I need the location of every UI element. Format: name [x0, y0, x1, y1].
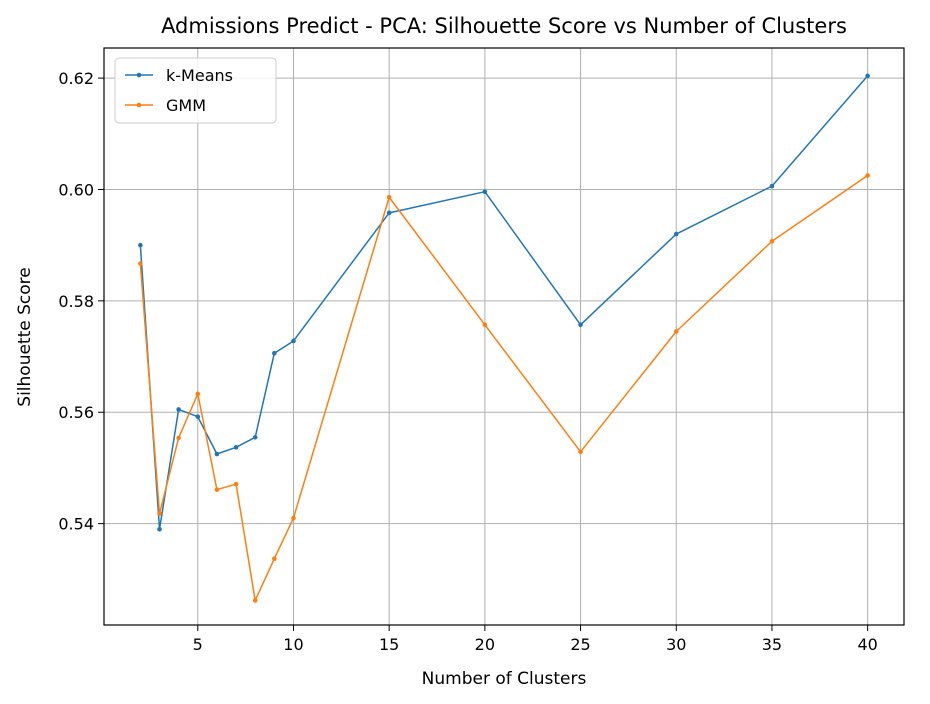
- data-point-gmm: [176, 435, 181, 441]
- y-tick-label: 0.54: [58, 515, 94, 534]
- data-point-k-means: [578, 322, 583, 328]
- data-point-k-means: [673, 231, 679, 237]
- data-point-k-means: [195, 414, 201, 420]
- x-axis-label: Number of Clusters: [422, 669, 587, 689]
- x-tick-label: 35: [762, 635, 782, 654]
- grid: [104, 48, 904, 625]
- data-point-gmm: [386, 194, 392, 200]
- legend: k-Means GMM: [114, 57, 277, 124]
- x-tick-label: 40: [857, 635, 877, 654]
- data-point-gmm: [865, 173, 870, 178]
- legend-label-gmm: GMM: [166, 96, 206, 115]
- data-point-gmm: [157, 511, 162, 516]
- data-point-gmm: [578, 449, 583, 455]
- x-tick-label: 5: [193, 635, 203, 654]
- legend-box: [114, 57, 277, 124]
- data-point-gmm: [195, 391, 201, 397]
- data-point-k-means: [769, 183, 775, 189]
- legend-marker-gmm: [136, 102, 142, 108]
- series-layer: [138, 73, 870, 603]
- data-point-gmm: [769, 238, 775, 244]
- data-point-k-means: [252, 435, 258, 440]
- y-tick-label: 0.60: [58, 180, 94, 199]
- data-point-k-means: [865, 73, 870, 79]
- data-point-k-means: [386, 210, 392, 216]
- y-tick-label: 0.56: [58, 403, 94, 422]
- data-point-gmm: [252, 598, 258, 603]
- ticks: 5 10 15 20 25 30 35 40 0.54 0.56 0.58 0.60 0.62: [58, 69, 877, 654]
- data-point-gmm: [291, 515, 296, 521]
- legend-label-kmeans: k-Means: [166, 66, 233, 85]
- y-tick-label: 0.58: [58, 292, 94, 311]
- y-axis-label: Silhouette Score: [15, 267, 35, 406]
- data-point-gmm: [482, 322, 488, 328]
- data-point-k-means: [233, 445, 239, 450]
- data-point-k-means: [272, 350, 277, 356]
- chart-title: Admissions Predict - PCA: Silhouette Sco…: [161, 14, 847, 38]
- legend-marker-kmeans: [136, 72, 142, 78]
- y-tick-label: 0.62: [58, 69, 94, 88]
- data-point-k-means: [214, 451, 220, 457]
- x-tick-label: 30: [666, 635, 686, 654]
- data-point-k-means: [157, 526, 162, 532]
- x-tick-label: 10: [283, 635, 303, 654]
- data-point-gmm: [214, 487, 220, 492]
- data-point-gmm: [673, 329, 679, 334]
- data-point-k-means: [482, 189, 488, 194]
- x-tick-label: 20: [475, 635, 495, 654]
- x-tick-label: 15: [379, 635, 399, 654]
- plot-frame: [103, 47, 905, 626]
- data-point-k-means: [138, 242, 143, 248]
- data-point-k-means: [176, 407, 181, 412]
- data-point-gmm: [272, 556, 277, 562]
- x-tick-label: 25: [570, 635, 590, 654]
- data-point-gmm: [233, 481, 239, 487]
- data-point-k-means: [291, 338, 296, 344]
- data-point-gmm: [138, 261, 143, 266]
